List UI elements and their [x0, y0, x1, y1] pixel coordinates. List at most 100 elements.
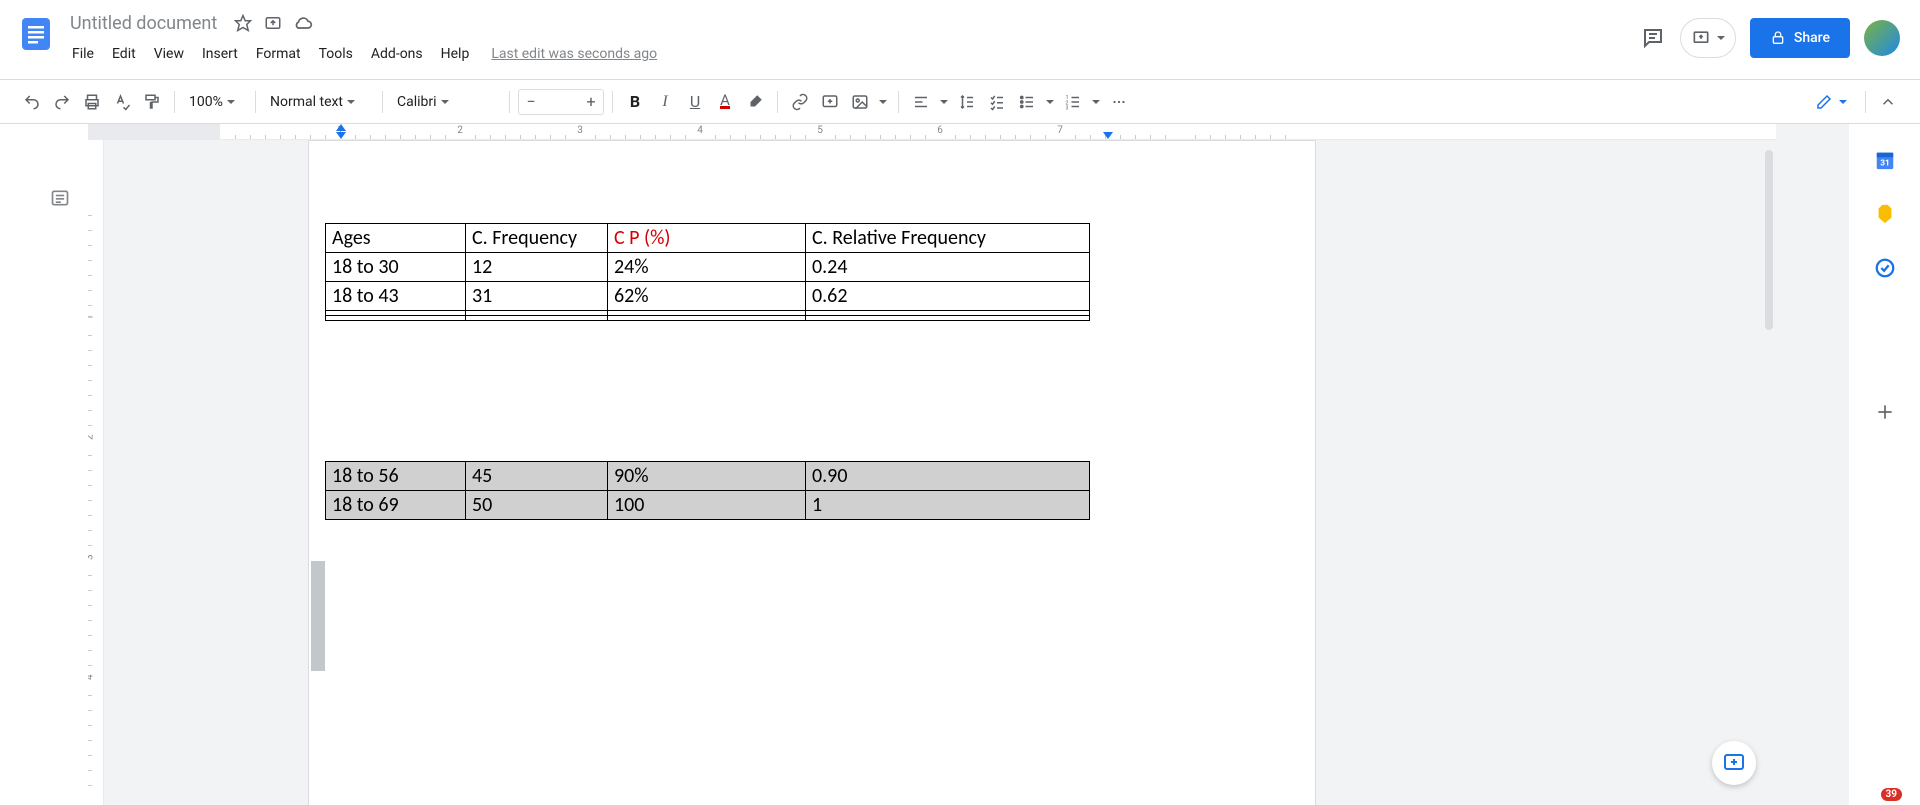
redo-button[interactable] — [48, 88, 76, 116]
chevron-down-icon — [227, 100, 235, 104]
insert-link-button[interactable] — [786, 88, 814, 116]
highlight-button[interactable] — [741, 88, 769, 116]
chevron-down-icon — [940, 100, 948, 104]
add-addon-icon[interactable] — [1873, 400, 1897, 424]
underline-button[interactable]: U — [681, 88, 709, 116]
table-row: 18 to 30 12 24% 0.24 — [326, 253, 1090, 282]
bullet-list-button[interactable] — [1013, 88, 1041, 116]
editing-mode-button[interactable] — [1805, 89, 1857, 115]
chevron-down-icon — [1046, 100, 1054, 104]
more-button[interactable] — [1105, 88, 1133, 116]
left-gutter — [0, 124, 88, 805]
bullet-dropdown[interactable] — [1043, 88, 1057, 116]
cell[interactable]: 90% — [608, 462, 806, 491]
cell[interactable]: 24% — [608, 253, 806, 282]
header-ages[interactable]: Ages — [326, 224, 466, 253]
cell[interactable]: 18 to 43 — [326, 282, 466, 311]
cell[interactable]: 62% — [608, 282, 806, 311]
cell[interactable]: 100 — [608, 491, 806, 520]
text-color-button[interactable]: A — [711, 88, 739, 116]
bold-button[interactable]: B — [621, 88, 649, 116]
menu-addons[interactable]: Add-ons — [363, 42, 431, 66]
comments-history-icon[interactable] — [1640, 25, 1666, 51]
add-comment-fab[interactable] — [1712, 741, 1756, 785]
svg-text:3: 3 — [1066, 105, 1069, 111]
menu-tools[interactable]: Tools — [311, 42, 361, 66]
menu-edit[interactable]: Edit — [104, 42, 144, 66]
keep-icon[interactable] — [1873, 202, 1897, 226]
horizontal-ruler[interactable]: 1234567 — [88, 124, 1776, 140]
cell[interactable] — [806, 316, 1090, 321]
image-dropdown[interactable] — [876, 88, 890, 116]
docs-logo[interactable] — [16, 8, 56, 60]
notification-badge[interactable]: 39 — [1881, 788, 1902, 801]
menu-format[interactable]: Format — [248, 42, 309, 66]
last-edit-link[interactable]: Last edit was seconds ago — [491, 46, 657, 62]
style-value: Normal text — [270, 94, 343, 110]
cell[interactable]: 0.90 — [806, 462, 1090, 491]
cell[interactable]: 45 — [466, 462, 608, 491]
print-button[interactable] — [78, 88, 106, 116]
menu-file[interactable]: File — [64, 42, 102, 66]
header-cp[interactable]: C P (%) — [608, 224, 806, 253]
insert-image-button[interactable] — [846, 88, 874, 116]
cell[interactable]: 31 — [466, 282, 608, 311]
cell[interactable]: 0.24 — [806, 253, 1090, 282]
chevron-down-icon — [347, 100, 355, 104]
paragraph-style-dropdown[interactable]: Normal text — [264, 88, 374, 116]
page[interactable]: Ages C. Frequency C P (%) C. Relative Fr… — [308, 140, 1316, 805]
table-row: 18 to 56 45 90% 0.90 — [326, 462, 1090, 491]
numbered-list-button[interactable]: 123 — [1059, 88, 1087, 116]
cloud-status-icon[interactable] — [293, 13, 313, 33]
numbered-dropdown[interactable] — [1089, 88, 1103, 116]
insert-comment-button[interactable] — [816, 88, 844, 116]
spellcheck-button[interactable] — [108, 88, 136, 116]
vertical-scrollbar[interactable] — [1762, 140, 1776, 805]
cell[interactable]: 0.62 — [806, 282, 1090, 311]
menu-help[interactable]: Help — [433, 42, 478, 66]
undo-button[interactable] — [18, 88, 46, 116]
font-size-decrease[interactable]: − — [519, 90, 543, 114]
chevron-down-icon — [1839, 100, 1847, 104]
outline-toggle-icon[interactable] — [50, 188, 70, 212]
table-header-row: Ages C. Frequency C P (%) C. Relative Fr… — [326, 224, 1090, 253]
frequency-table[interactable]: Ages C. Frequency C P (%) C. Relative Fr… — [325, 223, 1090, 321]
header-cfreq[interactable]: C. Frequency — [466, 224, 608, 253]
font-dropdown[interactable]: Calibri — [391, 88, 501, 116]
cell[interactable]: 12 — [466, 253, 608, 282]
cell[interactable]: 18 to 30 — [326, 253, 466, 282]
hide-menus-button[interactable] — [1874, 88, 1902, 116]
frequency-table-selected[interactable]: 18 to 56 45 90% 0.90 18 to 69 50 100 1 — [325, 461, 1090, 520]
header-crelfreq[interactable]: C. Relative Frequency — [806, 224, 1090, 253]
cell[interactable]: 18 to 69 — [326, 491, 466, 520]
cell[interactable]: 50 — [466, 491, 608, 520]
line-spacing-button[interactable] — [953, 88, 981, 116]
account-avatar[interactable] — [1864, 20, 1900, 56]
font-size-increase[interactable]: + — [579, 90, 603, 114]
tasks-icon[interactable] — [1873, 256, 1897, 280]
scrollbar-thumb[interactable] — [1765, 150, 1773, 330]
align-dropdown[interactable] — [937, 88, 951, 116]
cell[interactable] — [466, 316, 608, 321]
cell[interactable]: 18 to 56 — [326, 462, 466, 491]
align-button[interactable] — [907, 88, 935, 116]
cell[interactable] — [608, 316, 806, 321]
present-button[interactable] — [1680, 18, 1736, 58]
share-button[interactable]: Share — [1750, 18, 1850, 58]
paint-format-button[interactable] — [138, 88, 166, 116]
checklist-button[interactable] — [983, 88, 1011, 116]
share-label: Share — [1794, 30, 1830, 46]
menu-view[interactable]: View — [146, 42, 192, 66]
move-icon[interactable] — [263, 13, 283, 33]
cell[interactable]: 1 — [806, 491, 1090, 520]
toolbar: 100% Normal text Calibri − + B I U A 123 — [0, 80, 1920, 124]
menu-insert[interactable]: Insert — [194, 42, 246, 66]
vertical-ruler[interactable]: 1234 — [88, 140, 104, 805]
chevron-down-icon — [441, 100, 449, 104]
zoom-dropdown[interactable]: 100% — [183, 88, 247, 116]
calendar-icon[interactable]: 31 — [1873, 148, 1897, 172]
italic-button[interactable]: I — [651, 88, 679, 116]
document-title[interactable]: Untitled document — [64, 11, 223, 36]
cell[interactable] — [326, 316, 466, 321]
star-icon[interactable] — [233, 13, 253, 33]
